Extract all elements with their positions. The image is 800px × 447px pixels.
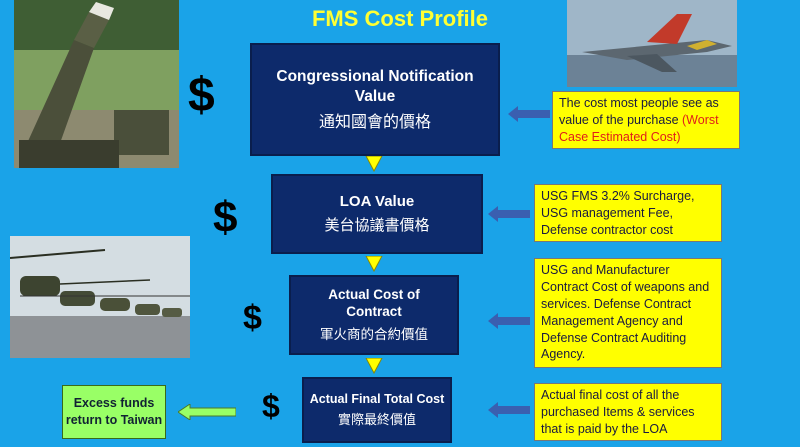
final-cost-zh: 實際最終價值 <box>337 411 416 427</box>
excess-funds-label: Excess funds return to Taiwan <box>65 396 163 427</box>
note-final-cost: Actual final cost of all the purchased I… <box>534 383 722 441</box>
loa-value-box: LOA Value 美台協議書價格 <box>271 174 483 254</box>
loa-value-zh: 美台協議書價格 <box>324 217 430 235</box>
left-arrow-icon <box>508 106 550 122</box>
final-cost-label: Actual Final Total Cost <box>309 392 445 407</box>
congressional-notification-zh: 通知國會的價格 <box>318 113 431 131</box>
note-loa-text: USG FMS 3.2% Surcharge, USG management F… <box>541 189 695 237</box>
actual-cost-zh: 軍火商的合約價值 <box>320 326 428 342</box>
helicopters-photo <box>10 236 190 358</box>
left-arrow-icon <box>488 402 530 418</box>
left-arrow-icon <box>488 313 530 329</box>
loa-value-label: LOA Value <box>339 192 415 210</box>
fighter-jet-photo <box>567 0 737 87</box>
note-final-cost-text: Actual final cost of all the purchased I… <box>541 388 695 436</box>
dollar-sign: $ <box>262 388 280 424</box>
actual-cost-label: Actual Cost of Contract <box>328 287 420 319</box>
note-loa: USG FMS 3.2% Surcharge, USG management F… <box>534 184 722 242</box>
down-arrow-icon <box>365 358 383 374</box>
congressional-notification-label: Congressional Notification Value <box>276 68 474 105</box>
page-title: FMS Cost Profile <box>311 6 488 31</box>
dollar-sign: $ <box>188 69 215 122</box>
note-actual-cost: USG and Manufacturer Contract Cost of we… <box>534 258 722 368</box>
note-congressional: The cost most people see as value of the… <box>552 91 740 149</box>
dollar-sign: $ <box>213 193 238 242</box>
actual-cost-box: Actual Cost of Contract 軍火商的合約價值 <box>289 275 459 355</box>
left-arrow-icon <box>488 206 530 222</box>
down-arrow-icon <box>365 156 383 172</box>
missile-launcher-photo <box>14 0 179 168</box>
left-arrow-icon <box>178 404 236 420</box>
congressional-notification-box: Congressional Notification Value 通知國會的價格 <box>250 43 500 156</box>
note-congressional-text: The cost most people see as value of the… <box>559 96 719 127</box>
dollar-sign: $ <box>243 299 262 337</box>
note-congressional-highlight: (Worst Case Estimated Cost) <box>559 112 719 144</box>
note-actual-cost-text: USG and Manufacturer Contract Cost of we… <box>541 263 710 362</box>
excess-funds-box: Excess funds return to Taiwan <box>62 385 166 439</box>
final-cost-box: Actual Final Total Cost 實際最終價值 <box>302 377 452 443</box>
down-arrow-icon <box>365 256 383 272</box>
